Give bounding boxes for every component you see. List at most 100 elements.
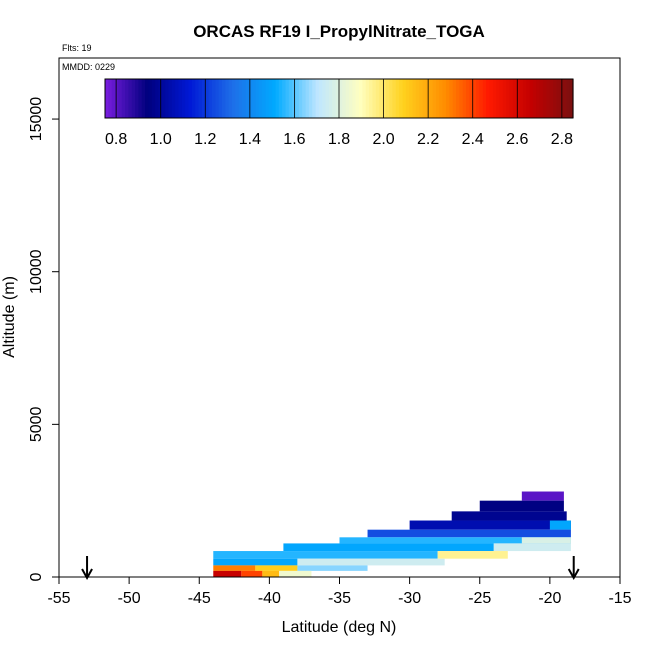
colorbar-swatch: [205, 79, 210, 118]
axes: -55 -50 -45 -40 -35 -30 -25 -20 -15 0 5000 10000 150…: [28, 97, 632, 607]
colorbar-swatch: [399, 79, 404, 118]
track-arrow-head: [81, 568, 93, 581]
colorbar-swatch: [178, 79, 183, 118]
colorbar-tick-label: 1.2: [194, 131, 216, 148]
colorbar-swatch: [248, 79, 253, 118]
colorbar-swatch: [138, 79, 143, 118]
colorbar-swatch: [452, 79, 457, 118]
colorbar-swatch: [519, 79, 524, 118]
colorbar-swatch: [349, 79, 353, 118]
chart-title: ORCAS RF19 I_PropylNitrate_TOGA: [193, 22, 485, 41]
x-tick-label: -15: [608, 590, 631, 607]
data-cell: [213, 565, 256, 571]
data-cell: [451, 511, 567, 521]
colorbar-swatch: [405, 79, 410, 118]
colorbar-swatch: [466, 79, 470, 118]
colorbar-swatch: [546, 79, 551, 118]
colorbar-swatch: [345, 79, 350, 118]
colorbar-swatch: [272, 79, 277, 118]
data-cell: [437, 551, 508, 559]
data-cell: [297, 565, 368, 571]
colorbar-swatch: [135, 79, 140, 118]
colorbar-swatch: [566, 79, 571, 118]
colorbar-swatch: [542, 79, 547, 118]
colorbar-swatch: [375, 79, 380, 118]
colorbar-swatch: [188, 79, 193, 118]
colorbar-swatch: [339, 79, 343, 118]
x-tick-label: -25: [468, 590, 491, 607]
colorbar-swatch: [145, 79, 150, 118]
data-cell: [297, 558, 445, 566]
colorbar-swatch: [165, 79, 170, 118]
colorbar: 0.8 1.0 1.2 1.4 1.6 1.8 2.0 2.2 2.4 2.6 2.8: [104, 78, 574, 148]
colorbar-swatch: [462, 79, 467, 118]
colorbar-swatch: [459, 79, 464, 118]
colorbar-swatch: [496, 79, 501, 118]
colorbar-swatch: [482, 79, 487, 118]
colorbar-swatch: [439, 79, 444, 118]
data-cell: [339, 537, 571, 544]
colorbar-swatch: [506, 79, 511, 118]
colorbar-swatch: [168, 79, 173, 118]
colorbar-swatch: [228, 79, 233, 118]
colorbar-swatch: [435, 79, 440, 118]
colorbar-swatch: [419, 79, 424, 118]
colorbar-swatch: [151, 79, 156, 118]
colorbar-swatch: [111, 79, 116, 118]
colorbar-swatch: [569, 79, 574, 118]
colorbar-tick-label: 2.4: [462, 131, 484, 148]
colorbar-tick-label: 1.6: [283, 131, 305, 148]
data-cell: [521, 491, 564, 501]
colorbar-swatch: [305, 79, 310, 118]
colorbar-swatch: [318, 79, 323, 118]
x-tick-label: -20: [538, 590, 561, 607]
colorbar-swatch: [191, 79, 196, 118]
y-tick-label: 15000: [28, 97, 45, 142]
colorbar-swatch: [232, 79, 236, 118]
colorbar-swatch: [325, 79, 330, 118]
colorbar-swatch: [549, 79, 554, 118]
colorbar-swatch: [342, 79, 347, 118]
colorbar-swatch: [242, 79, 246, 118]
colorbar-swatch: [442, 79, 447, 118]
colorbar-swatch: [308, 79, 313, 118]
colorbar-swatch: [208, 79, 213, 118]
colorbar-swatch: [315, 79, 320, 118]
colorbar-swatch: [222, 79, 226, 118]
flights-note: Flts: 19: [62, 43, 92, 53]
colorbar-swatch: [362, 79, 367, 118]
colorbar-swatch: [298, 79, 303, 118]
y-axis-label: Altitude (m): [1, 276, 18, 358]
colorbar-swatch: [211, 79, 216, 118]
colorbar-swatch: [402, 79, 407, 118]
colorbar-swatch: [282, 79, 287, 118]
colorbar-swatch: [516, 79, 521, 118]
colorbar-swatch: [372, 79, 377, 118]
colorbar-swatch: [218, 79, 223, 118]
colorbar-swatch: [499, 79, 504, 118]
colorbar-swatch: [312, 79, 317, 118]
colorbar-swatch: [115, 79, 119, 118]
colorbar-swatch: [456, 79, 460, 118]
colorbar-swatch: [429, 79, 434, 118]
colorbar-swatch: [265, 79, 270, 118]
data-cell: [213, 551, 438, 559]
colorbar-swatch: [175, 79, 180, 118]
colorbar-swatch: [141, 79, 146, 118]
data-cell: [549, 520, 571, 530]
colorbar-swatch: [108, 79, 113, 118]
colorbar-swatch: [509, 79, 514, 118]
colorbar-swatch: [195, 79, 200, 118]
colorbar-tick-label: 2.8: [551, 131, 573, 148]
colorbar-swatch: [432, 79, 437, 118]
data-cells: [213, 491, 571, 577]
colorbar-swatch: [385, 79, 390, 118]
colorbar-swatch: [449, 79, 454, 118]
data-cell: [213, 570, 242, 577]
colorbar-swatch: [181, 79, 186, 118]
colorbar-swatch: [552, 79, 557, 118]
colorbar-swatch: [262, 79, 267, 118]
colorbar-swatch: [322, 79, 327, 118]
x-axis-label: Latitude (deg N): [282, 619, 397, 636]
